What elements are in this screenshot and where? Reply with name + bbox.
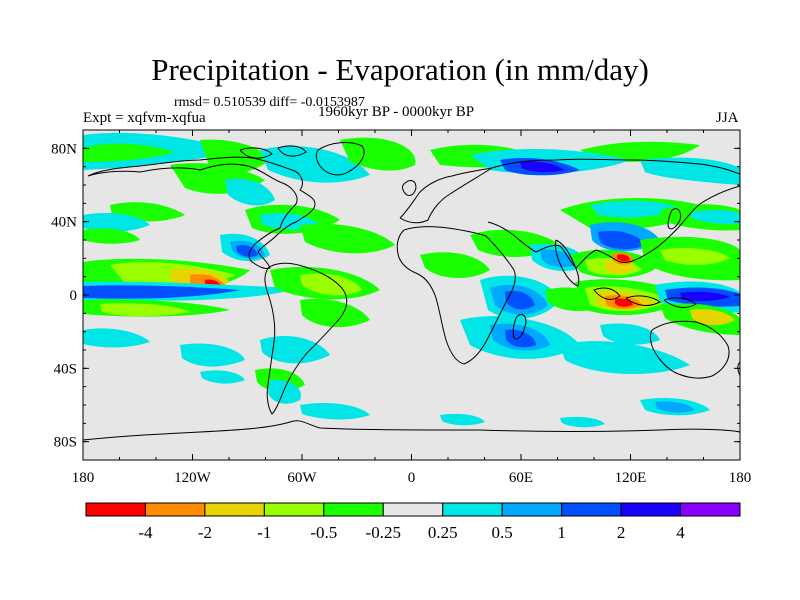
lon-tick-label: 60E <box>509 470 533 486</box>
region-maritime-continent <box>690 309 735 326</box>
coastlines <box>83 142 740 441</box>
region-wet-south-america <box>180 343 245 367</box>
region-southern-ocean <box>655 401 695 413</box>
coast-uk <box>402 180 417 196</box>
region-wet-south-america <box>268 379 301 404</box>
colorbar-label: 1 <box>557 523 566 542</box>
colorbar-label: 2 <box>617 523 626 542</box>
colorbar-swatch <box>620 502 682 517</box>
region-wet-arctic <box>83 143 175 162</box>
lon-tick-label: 120E <box>615 470 647 486</box>
lon-tick-label: 180 <box>72 470 95 486</box>
coast-south-america <box>264 262 348 415</box>
region-asia-monsoon <box>660 247 730 265</box>
colorbar-label: -2 <box>198 523 212 542</box>
coast-indonesia <box>593 287 697 308</box>
coast-greenland <box>315 142 365 176</box>
coast-north-america <box>87 156 316 269</box>
lon-tick-label: 60W <box>287 470 317 486</box>
coast-africa <box>396 226 516 365</box>
region-southern-ocean <box>440 413 485 426</box>
colorbar-swatch <box>85 502 146 517</box>
coast-antarctica <box>83 420 740 441</box>
lat-tick-label: 40N <box>51 215 77 231</box>
region-wet-south-america <box>300 273 362 296</box>
lat-axis: 80N 40N 0 40S 80S <box>51 129 740 461</box>
colorbar-label: 0.5 <box>492 523 513 542</box>
region-wet-africa-indian <box>420 252 490 279</box>
region-wet-south-america <box>300 298 370 328</box>
map-panel <box>83 130 740 460</box>
region-asia-monsoon <box>590 200 680 218</box>
region-asia-monsoon <box>598 230 645 250</box>
colorbar-swatch <box>144 502 206 517</box>
region-wet-north-atlantic <box>300 223 395 254</box>
coast-japan <box>667 208 681 230</box>
region-southern-ocean <box>300 403 370 420</box>
coast-australia <box>650 320 730 379</box>
region-wet-south-america <box>83 328 150 348</box>
colorbar-swatch <box>561 502 622 517</box>
region-wet-africa-indian <box>505 329 536 348</box>
lat-tick-label: 0 <box>70 288 78 304</box>
lon-tick-label: 120W <box>174 470 212 486</box>
region-southern-ocean <box>200 370 245 384</box>
colorbar-label: 4 <box>676 523 685 542</box>
region-asia-monsoon <box>617 254 630 262</box>
plot-title: Precipitation - Evaporation (in mm/day) <box>151 52 649 87</box>
anomaly-regions <box>83 132 740 428</box>
region-wet-south-america <box>260 335 330 364</box>
lat-tick-label: 80N <box>51 141 77 157</box>
colorbar-label: -4 <box>138 523 153 542</box>
region-wet-africa-indian <box>600 323 660 345</box>
region-wet-africa-indian <box>560 341 690 375</box>
lon-tick-label: 180 <box>729 470 752 486</box>
season-label: JJA <box>716 110 739 126</box>
region-wet-north-atlantic <box>83 228 140 244</box>
region-wet-equatorial <box>83 285 240 299</box>
region-asia-monsoon <box>690 209 740 225</box>
colorbar-label: -0.5 <box>310 523 337 542</box>
region-wet-north-atlantic <box>225 178 275 206</box>
colorbar: -4 -2 -1 -0.5 -0.25 0.25 0.5 1 2 4 <box>85 502 741 542</box>
colorbar-label: -1 <box>257 523 271 542</box>
period-label: 1960kyr BP - 0000kyr BP <box>318 104 475 120</box>
colorbar-swatch <box>680 502 741 517</box>
colorbar-swatch <box>323 502 384 517</box>
experiment-label: Expt = xqfvm-xqfua <box>83 110 206 126</box>
lon-tick-label: 0 <box>408 470 416 486</box>
region-southern-ocean <box>560 416 605 428</box>
region-wet-arctic <box>520 161 565 173</box>
region-maritime-continent <box>680 291 730 302</box>
region-wet-equatorial <box>100 303 190 317</box>
stats-text: rmsd= 0.510539 diff= -0.0153987 <box>174 95 365 110</box>
coast-new-zealand <box>737 361 740 377</box>
colorbar-swatch <box>263 502 325 517</box>
colorbar-label: -0.25 <box>366 523 401 542</box>
lat-tick-label: 40S <box>54 361 77 377</box>
coast-asia <box>487 158 740 269</box>
region-wet-north-atlantic <box>83 213 150 232</box>
coast-india <box>555 239 580 287</box>
lon-axis: 180 120W 60W 0 60E 120E 180 <box>72 130 752 486</box>
coast-arctic-islands <box>239 145 307 159</box>
region-wet-africa-indian <box>505 290 535 310</box>
lat-tick-label: 80S <box>54 435 77 451</box>
region-wet-arctic <box>640 157 740 185</box>
region-wet-arctic <box>340 137 416 171</box>
colorbar-swatch <box>382 502 444 517</box>
coast-madagascar <box>512 314 527 340</box>
colorbar-swatch <box>204 502 265 517</box>
colorbar-swatch <box>442 502 503 517</box>
colorbar-swatch <box>501 502 563 517</box>
colorbar-label: 0.25 <box>428 523 458 542</box>
